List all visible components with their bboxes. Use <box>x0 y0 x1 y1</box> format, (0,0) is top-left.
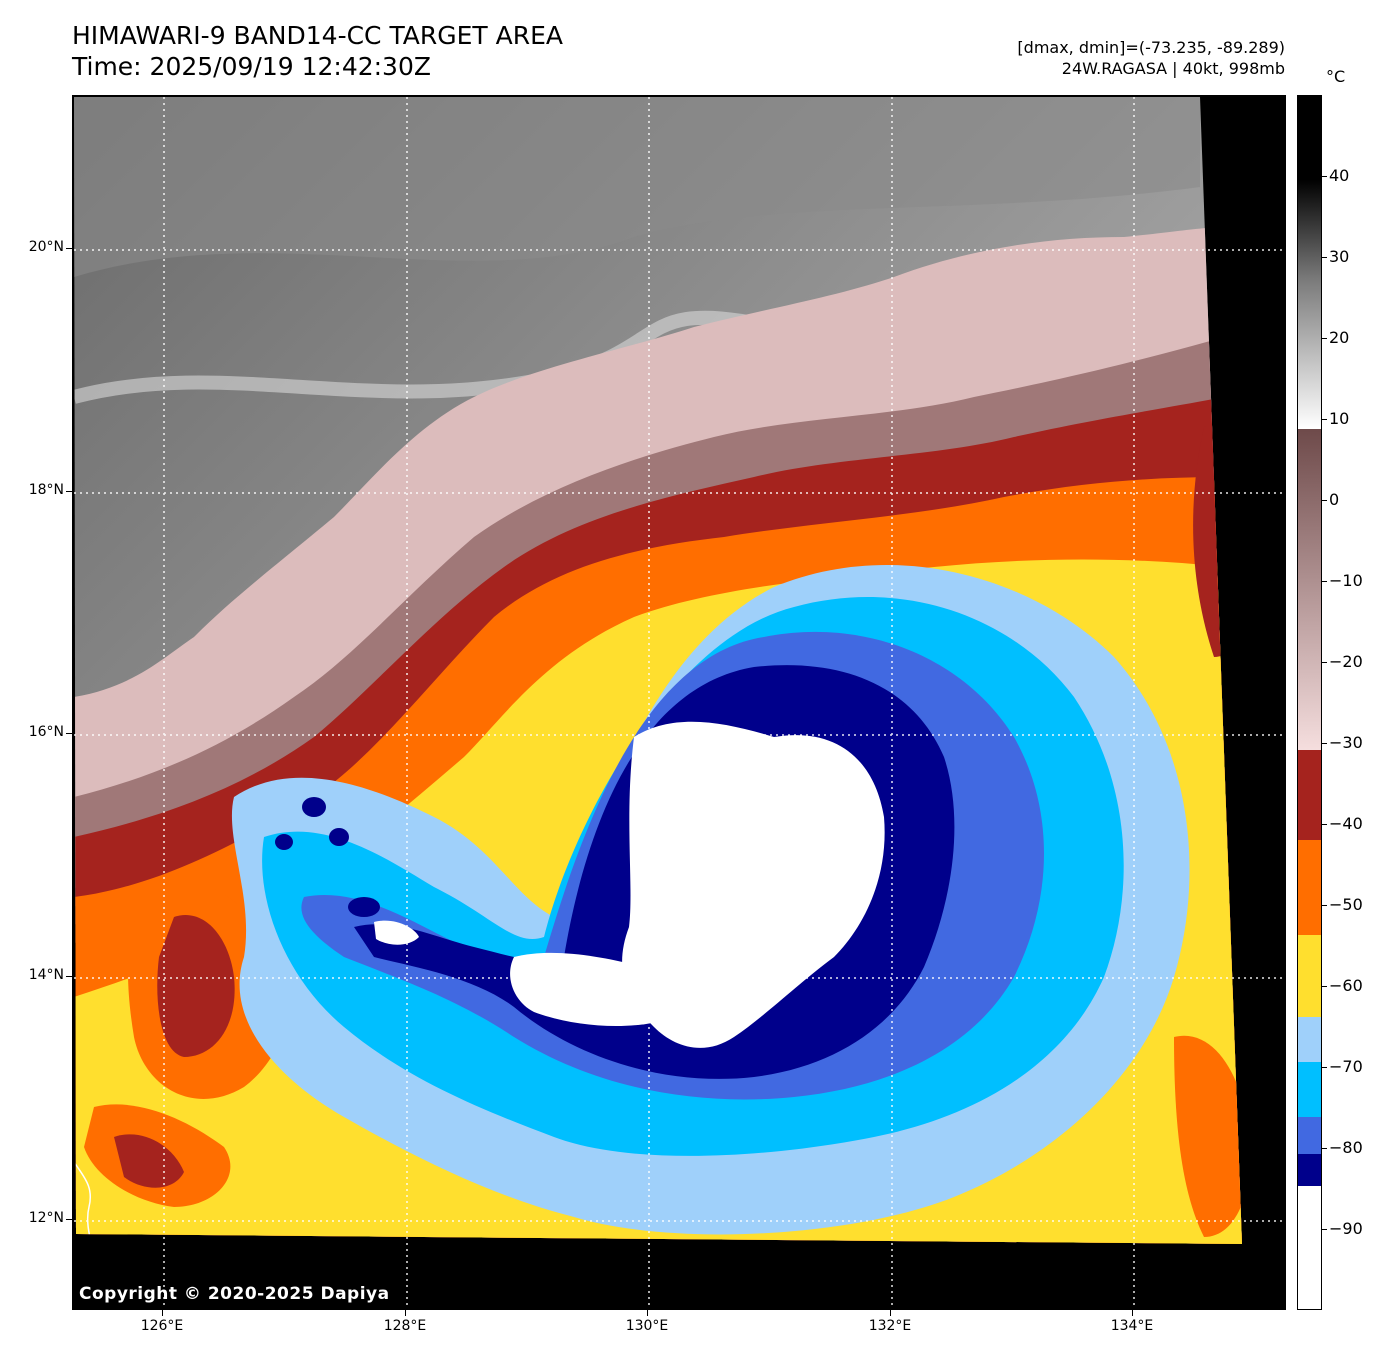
gridlines <box>74 97 1284 1308</box>
colorbar-tick <box>1322 824 1327 825</box>
colorbar-tick-label: −10 <box>1329 571 1363 590</box>
storm-text: 24W.RAGASA | 40kt, 998mb <box>1061 59 1285 78</box>
colorbar-gradient <box>1298 96 1321 1309</box>
colorbar-tick <box>1322 743 1327 744</box>
colorbar-tick-label: −20 <box>1329 652 1363 671</box>
range-text: [dmax, dmin]=(-73.235, -89.289) <box>1017 38 1285 57</box>
colorbar-tick <box>1322 500 1327 501</box>
lon-label-126e: 126°E <box>140 1318 184 1334</box>
lat-label-20n: 20°N <box>28 239 64 255</box>
copyright-text: Copyright © 2020-2025 Dapiya <box>79 1284 390 1304</box>
colorbar-tick-label: 40 <box>1329 166 1350 185</box>
lon-tick <box>405 1310 406 1316</box>
colorbar-tick <box>1322 419 1327 420</box>
chart-title: HIMAWARI-9 BAND14-CC TARGET AREA Time: 2… <box>72 20 563 82</box>
colorbar-tick-label: 0 <box>1329 490 1340 509</box>
colorbar-tick-label: 20 <box>1329 328 1350 347</box>
colorbar-tick-label: 10 <box>1329 409 1350 428</box>
lon-tick <box>1132 1310 1133 1316</box>
satellite-map: Copyright © 2020-2025 Dapiya <box>72 95 1286 1310</box>
colorbar-tick-label: −30 <box>1329 733 1363 752</box>
title-line-2: Time: 2025/09/19 12:42:30Z <box>72 52 431 81</box>
colorbar-tick <box>1322 1067 1327 1068</box>
lon-label-128e: 128°E <box>383 1318 427 1334</box>
colorbar-tick-label: −60 <box>1329 976 1363 995</box>
ir-imagery <box>74 97 1284 1308</box>
lat-label-16n: 16°N <box>28 724 64 740</box>
lon-label-132e: 132°E <box>868 1318 912 1334</box>
colorbar-tick-label: 30 <box>1329 247 1350 266</box>
colorbar <box>1297 95 1322 1310</box>
colorbar-tick <box>1322 1229 1327 1230</box>
colorbar-tick-label: −70 <box>1329 1057 1363 1076</box>
lat-tick <box>66 976 72 977</box>
colorbar-tick <box>1322 581 1327 582</box>
colorbar-unit: °C <box>1326 67 1346 86</box>
colorbar-tick <box>1322 986 1327 987</box>
info-block: [dmax, dmin]=(-73.235, -89.289) 24W.RAGA… <box>1017 37 1285 79</box>
colorbar-tick <box>1322 338 1327 339</box>
colorbar-tick <box>1322 1148 1327 1149</box>
title-line-1: HIMAWARI-9 BAND14-CC TARGET AREA <box>72 21 564 50</box>
lat-label-18n: 18°N <box>28 482 64 498</box>
colorbar-tick <box>1322 176 1327 177</box>
lon-label-134e: 134°E <box>1110 1318 1154 1334</box>
lon-tick <box>890 1310 891 1316</box>
lat-tick <box>66 733 72 734</box>
lon-label-130e: 130°E <box>625 1318 669 1334</box>
lat-tick <box>66 491 72 492</box>
colorbar-tick-label: −80 <box>1329 1138 1363 1157</box>
colorbar-tick <box>1322 662 1327 663</box>
colorbar-tick <box>1322 905 1327 906</box>
colorbar-tick-label: −40 <box>1329 814 1363 833</box>
lat-label-14n: 14°N <box>28 967 64 983</box>
colorbar-tick-label: −90 <box>1329 1219 1363 1238</box>
lat-tick <box>66 1219 72 1220</box>
colorbar-tick-label: −50 <box>1329 895 1363 914</box>
lat-tick <box>66 248 72 249</box>
lon-tick <box>647 1310 648 1316</box>
colorbar-tick <box>1322 257 1327 258</box>
lat-label-12n: 12°N <box>28 1210 64 1226</box>
lon-tick <box>162 1310 163 1316</box>
